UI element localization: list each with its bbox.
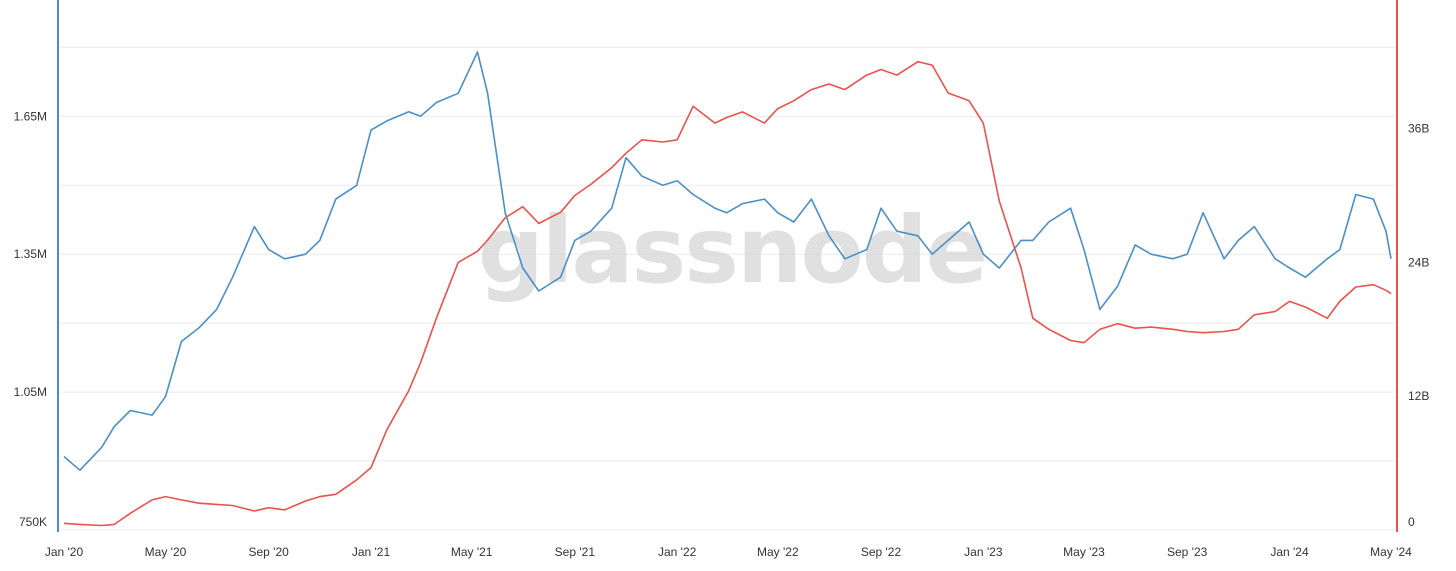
x-tick-label: Jan '22	[658, 545, 697, 559]
left-tick-label: 1.65M	[14, 109, 47, 123]
x-tick-label: Sep '23	[1167, 545, 1208, 559]
x-tick-label: May '24	[1370, 545, 1412, 559]
right-tick-label: 0	[1408, 515, 1415, 529]
right-tick-label: 24B	[1408, 255, 1429, 269]
left-tick-label: 1.05M	[14, 385, 47, 399]
x-tick-label: May '22	[757, 545, 799, 559]
right-tick-label: 36B	[1408, 122, 1429, 136]
x-tick-label: Sep '22	[861, 545, 902, 559]
x-tick-label: May '21	[451, 545, 493, 559]
gridlines	[58, 46, 1397, 531]
left-axis-ticks: 750K 1.05M 1.35M 1.65M	[14, 109, 47, 529]
right-tick-label: 12B	[1408, 389, 1429, 403]
x-tick-label: Sep '21	[555, 545, 596, 559]
x-tick-label: May '23	[1063, 545, 1105, 559]
right-axis-ticks: 0 12B 24B 36B	[1408, 122, 1429, 529]
x-tick-label: Jan '20	[45, 545, 84, 559]
x-tick-label: May '20	[145, 545, 187, 559]
x-tick-label: Sep '20	[249, 545, 290, 559]
left-tick-label: 1.35M	[14, 247, 47, 261]
series-line-right-axis	[63, 60, 1392, 527]
series-line-left-axis	[63, 51, 1392, 471]
x-axis-ticks: Jan '20 May '20 Sep '20 Jan '21 May '21 Sep '…	[45, 545, 1412, 559]
x-tick-label: Jan '21	[352, 545, 391, 559]
series-lines	[63, 51, 1392, 527]
left-tick-label: 750K	[19, 515, 47, 529]
x-tick-label: Jan '23	[964, 545, 1003, 559]
x-tick-label: Jan '24	[1270, 545, 1309, 559]
watermark-logo: glassnode	[478, 197, 986, 304]
